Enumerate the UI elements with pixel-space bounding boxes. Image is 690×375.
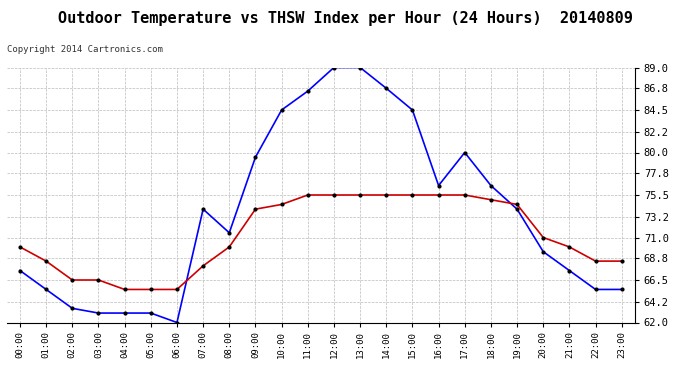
Text: Outdoor Temperature vs THSW Index per Hour (24 Hours)  20140809: Outdoor Temperature vs THSW Index per Ho…	[57, 11, 633, 26]
Text: Temperature  (°F): Temperature (°F)	[570, 30, 662, 39]
Text: Copyright 2014 Cartronics.com: Copyright 2014 Cartronics.com	[7, 45, 163, 54]
Text: THSW  (°F): THSW (°F)	[487, 30, 541, 39]
